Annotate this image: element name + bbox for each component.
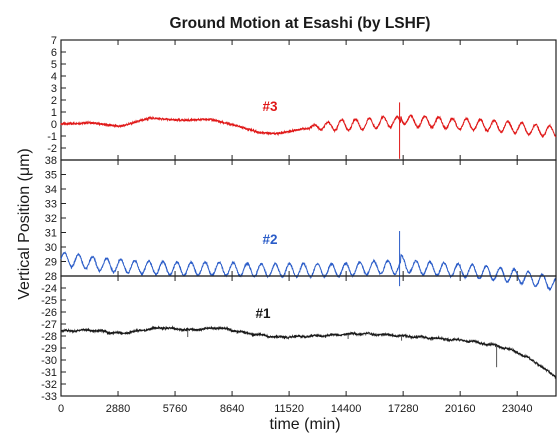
x-tick-label: 20160 [445,403,476,415]
y-tick-label: 7 [51,35,57,47]
x-tick-label: 5760 [163,403,187,415]
y-tick-label: 4 [51,71,57,83]
chart-title: Ground Motion at Esashi (by LSHF) [170,15,431,32]
y-tick-label: 34 [45,184,57,196]
x-axis-label: time (min) [269,416,340,433]
x-axis: 0 2880 5760 8640 11520 14400 17280 20160 23040 [58,403,533,415]
y-tick-label: -32 [41,379,57,391]
y-tick-label: 35 [45,170,57,182]
y-tick-label: 38 [45,155,57,167]
y-tick-label: 30 [45,242,57,254]
series-line-1 [60,325,557,380]
y-tick-label: -25 [41,295,57,307]
y-tick-label: 0 [51,119,57,131]
panel-1: -33-32-31-30-29-28-27-26-25-24 [41,275,557,403]
y-tick-label: -31 [41,367,57,379]
x-tick-label: 17280 [388,403,419,415]
y-tick-label: -2 [47,143,57,155]
y-tick-label: 6 [51,47,57,59]
y-tick-label: -28 [41,331,57,343]
y-tick-label: -1 [47,131,57,143]
y-tick-label: -27 [41,319,57,331]
x-tick-label: 14400 [331,403,362,415]
panel-label-2: #2 [262,232,277,247]
series-line-2 [60,251,557,292]
y-tick-label: 31 [45,228,57,240]
y-tick-label: -33 [41,391,57,403]
x-tick-label: 23040 [502,403,533,415]
y-tick-label: 5 [51,59,57,71]
y-tick-label: -30 [41,355,57,367]
y-tick-label: 28 [45,271,57,283]
panel-frame [60,39,557,161]
panel-frame [60,159,557,277]
y-tick-label: 29 [45,257,57,269]
y-tick-label: 2 [51,95,57,107]
x-tick-label: 0 [58,403,64,415]
y-tick-label: 1 [51,107,57,119]
y-tick-label: 33 [45,199,57,211]
y-tick-label: 32 [45,213,57,225]
panel-2: 28 29 30 31 32 33 34 35 [45,159,557,292]
panel-label-3: #3 [262,99,278,114]
y-axis-label: Vertical Position (μm) [16,148,33,299]
panel-label-1: #1 [255,306,271,321]
x-tick-label: 8640 [220,403,244,415]
x-tick-label: 2880 [106,403,130,415]
y-tick-label: -24 [41,283,57,295]
y-tick-label: 3 [51,83,57,95]
y-tick-label: -26 [41,307,57,319]
y-tick-label: -29 [41,343,57,355]
series-line-3 [60,114,557,139]
x-tick-label: 11520 [274,403,304,415]
